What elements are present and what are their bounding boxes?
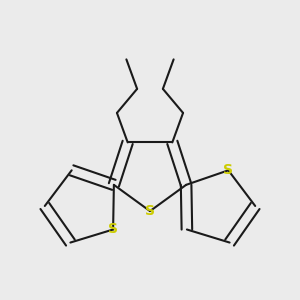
- Text: S: S: [223, 163, 233, 177]
- Text: S: S: [145, 204, 155, 218]
- Text: S: S: [108, 223, 118, 236]
